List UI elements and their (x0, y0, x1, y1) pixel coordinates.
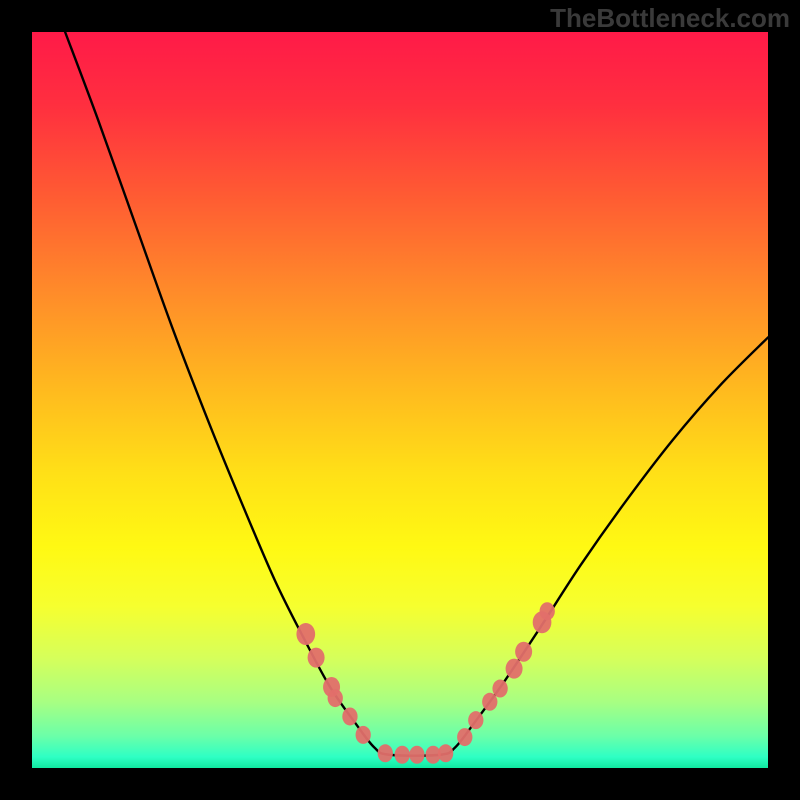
curve-marker (468, 711, 483, 729)
curve-marker (409, 746, 424, 764)
curve-marker (482, 693, 497, 711)
curve-marker (308, 648, 325, 668)
curve-marker (506, 659, 523, 679)
curve-marker (395, 746, 410, 764)
curve-marker (492, 680, 507, 698)
curve-markers (32, 32, 768, 768)
curve-marker (356, 726, 371, 744)
chart-canvas: TheBottleneck.com (0, 0, 800, 800)
watermark-text: TheBottleneck.com (550, 3, 790, 34)
plot-area (32, 32, 768, 768)
curve-marker (328, 689, 343, 707)
curve-marker (342, 707, 357, 725)
curve-marker (540, 602, 555, 620)
curve-marker (378, 744, 393, 762)
curve-marker (515, 642, 532, 662)
curve-marker (457, 728, 472, 746)
curve-marker (438, 744, 453, 762)
curve-marker (296, 623, 315, 645)
